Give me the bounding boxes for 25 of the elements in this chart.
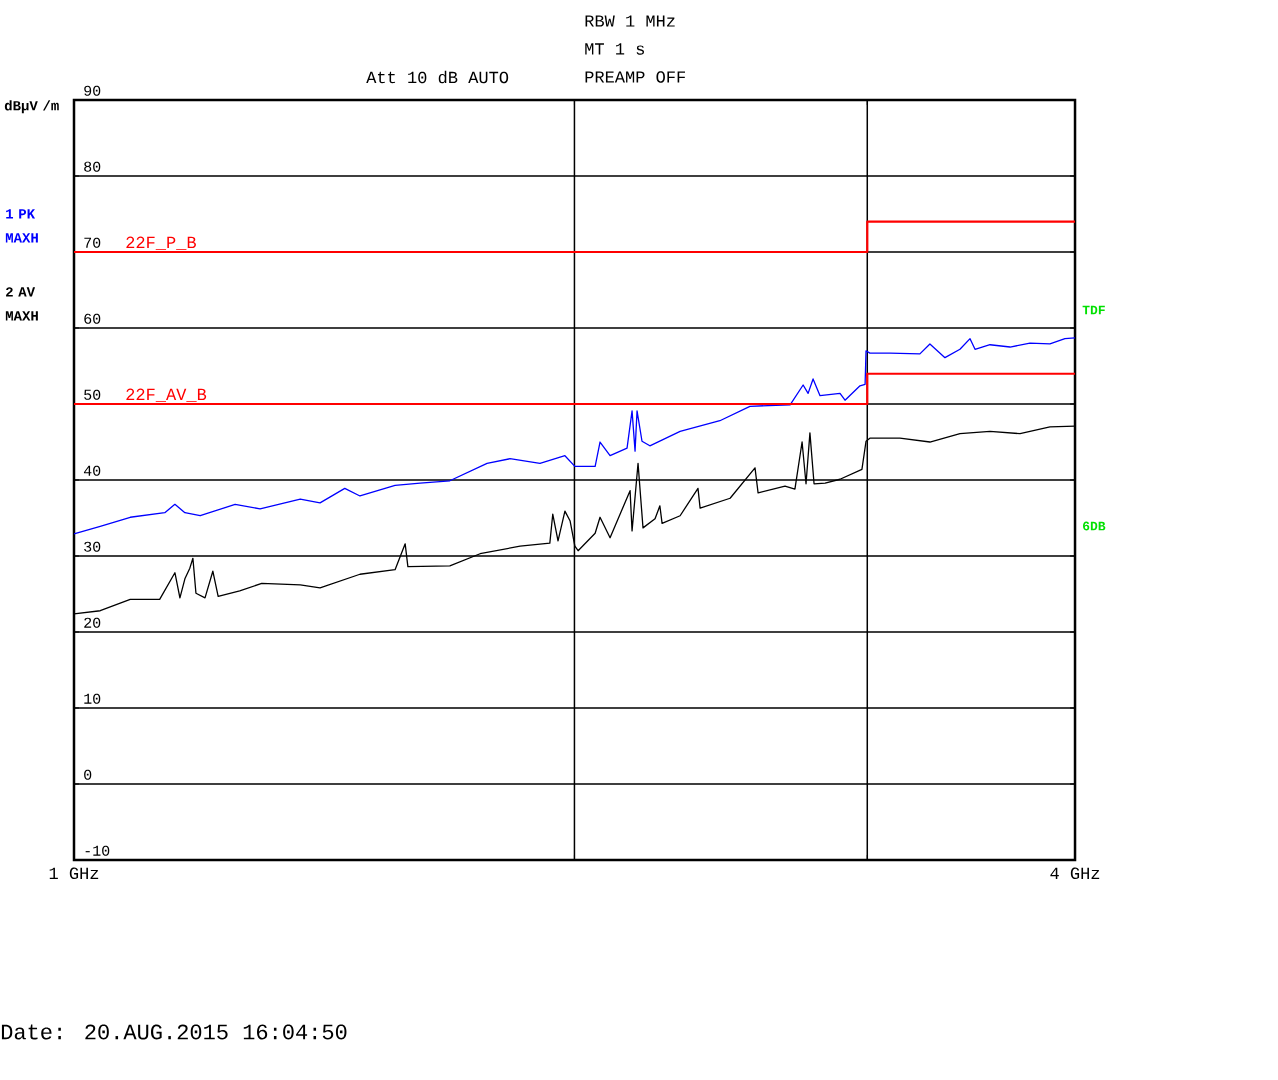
y-tick-label: 80 [84,161,101,172]
y-axis-title: dBµV /m [4,100,59,114]
x-tick-label: 4 GHz [1050,867,1100,880]
y-tick-label: 0 [84,769,92,780]
text: MT 1 s [585,43,644,55]
series-label: 22F_AV_B [126,388,207,402]
series-label: 22F_P_B [126,236,196,250]
y-tick-label: -10 [85,845,110,856]
text: PREAMP OFF [585,71,686,83]
text: RBW 1 MHz [585,15,675,27]
y-tick-label: 70 [84,237,101,248]
text: Att 10 dB AUTO [366,70,509,84]
y-tick-label: 60 [84,313,101,324]
text: Date: 20.AUG.2015 16:04:50 [1,1024,347,1040]
text: TDF [1082,305,1105,315]
x-tick-label: 1 GHz [49,867,99,880]
text: 1 PK MAXH [5,209,38,243]
y-tick-label: 40 [83,465,101,476]
y-tick-label: 20 [84,617,101,628]
text: 6DB [1083,521,1106,531]
y-tick-label: 10 [84,693,101,704]
text: 2 AV MAXH [5,287,38,321]
y-tick-label: 50 [84,389,101,400]
y-tick-label: 90 [84,85,101,96]
y-tick-label: 30 [84,541,101,552]
